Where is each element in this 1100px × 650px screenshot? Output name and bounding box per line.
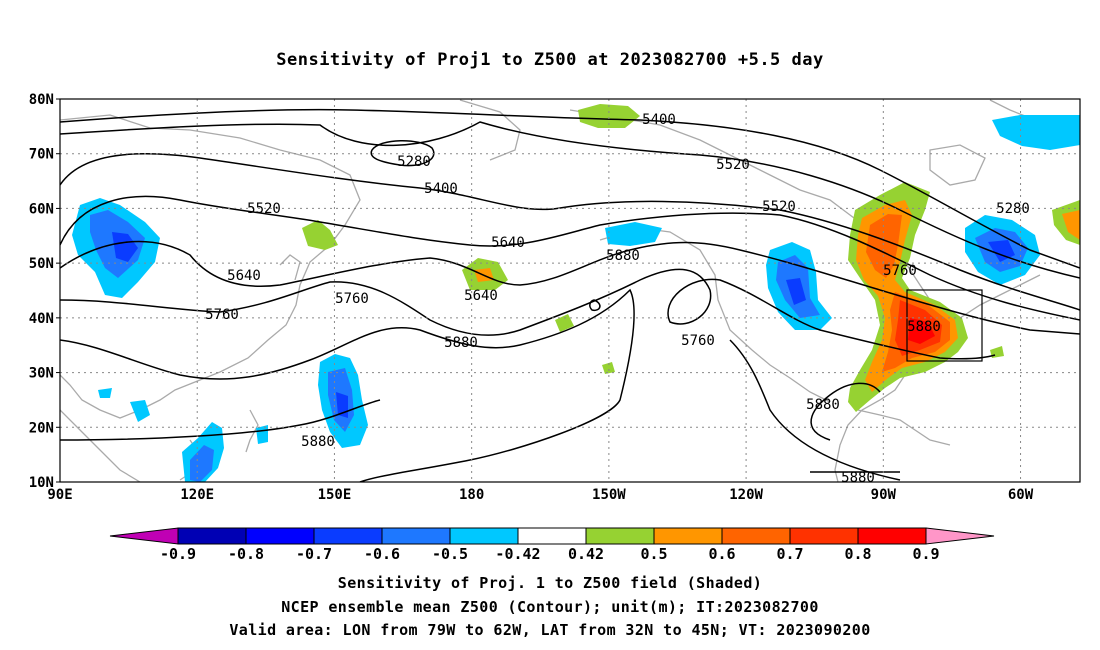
colorbar-label: 0.6 xyxy=(708,545,735,563)
sensitivity-shading xyxy=(72,104,1080,482)
contour-label: 5880 xyxy=(907,319,941,335)
chart-title: Sensitivity of Proj1 to Z500 at 20230827… xyxy=(276,50,824,70)
colorbar-segment xyxy=(517,527,587,545)
lon-tick-label: 90W xyxy=(871,487,897,503)
colorbar-segment xyxy=(585,527,655,545)
colorbar-label: -0.42 xyxy=(495,545,540,563)
lat-tick-label: 60N xyxy=(29,201,54,217)
lon-tick-label: 60W xyxy=(1008,487,1034,503)
colorbar-segment xyxy=(313,527,383,545)
contour-label: 5280 xyxy=(996,201,1030,217)
contour-label: 5400 xyxy=(642,112,676,128)
colorbar-label: 0.8 xyxy=(844,545,871,563)
colorbar-under-triangle xyxy=(109,527,179,545)
lat-tick-label: 40N xyxy=(29,311,54,327)
colorbar-label: 0.42 xyxy=(568,545,604,563)
lat-tick-label: 30N xyxy=(29,366,54,382)
lat-tick-label: 20N xyxy=(29,420,54,436)
contour-label: 5520 xyxy=(716,157,750,173)
contour-label: 5880 xyxy=(606,248,640,264)
valid-area-box xyxy=(906,289,983,362)
contour-label: 5880 xyxy=(301,434,335,450)
lon-tick-label: 150E xyxy=(318,487,352,503)
plot-frame xyxy=(59,98,1081,483)
contour-label: 5760 xyxy=(681,333,715,349)
negative-region-nepac xyxy=(605,222,662,246)
colorbar-label: 0.5 xyxy=(640,545,667,563)
lat-tick-label: 50N xyxy=(29,256,54,272)
contour-label: 5640 xyxy=(227,268,261,284)
colorbar-segment xyxy=(857,527,927,545)
lon-tick-label: 120E xyxy=(180,487,214,503)
lat-tick-label: 80N xyxy=(29,92,54,108)
colorbar-label: 0.9 xyxy=(912,545,939,563)
contour-label: 5520 xyxy=(762,199,796,215)
contour-label: 5880 xyxy=(841,470,875,486)
contour-label: 5640 xyxy=(464,288,498,304)
contour-label: 5760 xyxy=(883,263,917,279)
colorbar-over-triangle xyxy=(925,527,995,545)
colorbar-segment xyxy=(177,527,247,545)
lon-tick-label: 150W xyxy=(592,487,626,503)
caption-line-1: Sensitivity of Proj. 1 to Z500 field (Sh… xyxy=(337,574,763,592)
colorbar-segment xyxy=(653,527,723,545)
colorbar-label: -0.6 xyxy=(364,545,400,563)
contour-label: 5280 xyxy=(397,154,431,170)
colorbar-label: -0.5 xyxy=(432,545,468,563)
caption-line-2: NCEP ensemble mean Z500 (Contour); unit(… xyxy=(281,598,819,616)
colorbar-segment xyxy=(789,527,859,545)
colorbar-label: -0.7 xyxy=(296,545,332,563)
contour-label: 5400 xyxy=(424,181,458,197)
colorbar xyxy=(109,527,995,545)
contour-label: 5760 xyxy=(335,291,369,307)
colorbar-segment xyxy=(381,527,451,545)
colorbar-label: -0.9 xyxy=(160,545,196,563)
contour-label: 5760 xyxy=(205,307,239,323)
colorbar-segment xyxy=(449,527,519,545)
contour-label: 5880 xyxy=(806,397,840,413)
lat-tick-label: 10N xyxy=(29,475,54,491)
colorbar-segment xyxy=(245,527,315,545)
colorbar-segment xyxy=(721,527,791,545)
contour-label: 5640 xyxy=(491,235,525,251)
lat-tick-label: 70N xyxy=(29,147,54,163)
colorbar-label: 0.7 xyxy=(776,545,803,563)
contour-label: 5520 xyxy=(247,201,281,217)
lon-tick-label: 180 xyxy=(459,487,484,503)
colorbar-label: -0.8 xyxy=(228,545,264,563)
caption-line-3: Valid area: LON from 79W to 62W, LAT fro… xyxy=(229,621,871,639)
lon-tick-label: 120W xyxy=(729,487,763,503)
map-grid xyxy=(56,98,1080,483)
lon-tick-label: 90E xyxy=(47,487,72,503)
contour-label: 5880 xyxy=(444,335,478,351)
positive-region-arctic xyxy=(578,104,640,128)
